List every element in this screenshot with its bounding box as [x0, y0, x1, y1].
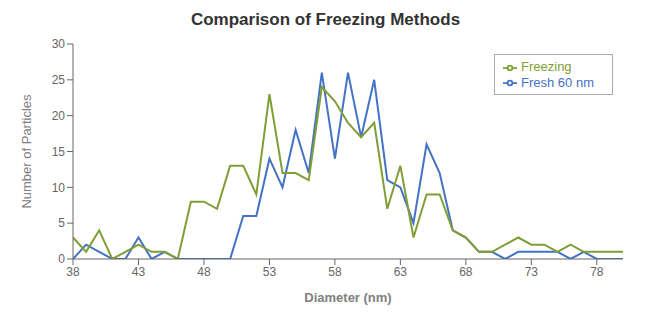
svg-text:63: 63: [394, 265, 408, 279]
svg-text:15: 15: [52, 145, 66, 159]
svg-text:38: 38: [66, 265, 80, 279]
svg-text:30: 30: [52, 37, 66, 51]
svg-text:0: 0: [58, 252, 65, 266]
svg-text:Number of Particles: Number of Particles: [19, 94, 34, 209]
svg-text:48: 48: [197, 265, 211, 279]
html-text:Fresh 60 nm: Fresh 60 nm: [521, 74, 594, 90]
svg-text:53: 53: [263, 265, 277, 279]
svg-text:5: 5: [58, 216, 65, 230]
svg-text:25: 25: [52, 73, 66, 87]
svg-text:Diameter (nm): Diameter (nm): [304, 290, 391, 305]
svg-text:43: 43: [132, 265, 146, 279]
svg-text:10: 10: [52, 181, 66, 195]
svg-text:68: 68: [459, 265, 473, 279]
html-text:Freezing: Freezing: [521, 59, 572, 74]
svg-text:20: 20: [52, 109, 66, 123]
html-text:Comparison of Freezing Methods: Comparison of Freezing Methods: [190, 10, 461, 29]
svg-text:58: 58: [328, 265, 342, 279]
svg-text:73: 73: [525, 265, 539, 279]
svg-text:78: 78: [590, 265, 604, 279]
